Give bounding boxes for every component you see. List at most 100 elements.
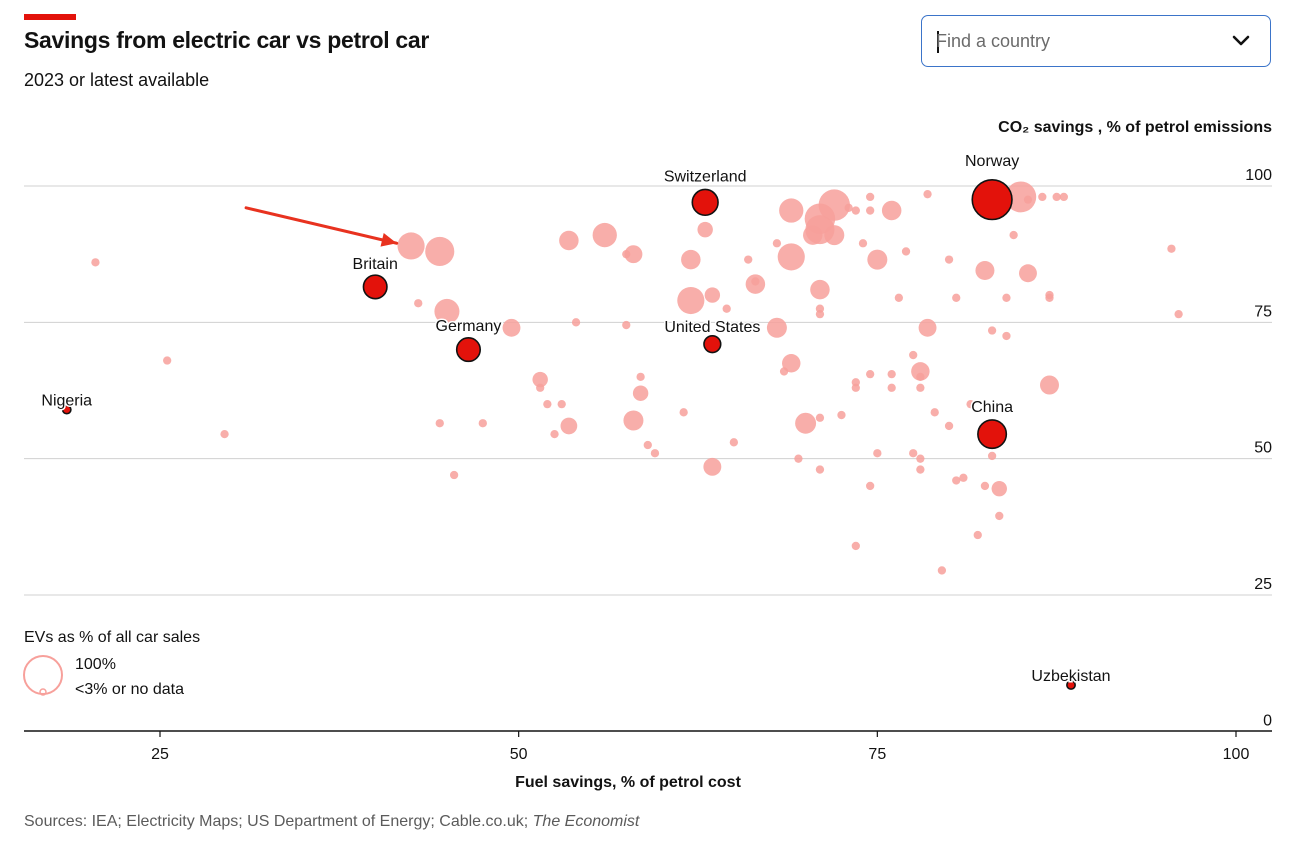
bubble-point[interactable] (815, 413, 825, 422)
bubble-point[interactable] (966, 399, 975, 409)
bubble-point[interactable] (559, 230, 579, 251)
country-search[interactable] (921, 15, 1271, 67)
bubble-point[interactable] (679, 408, 688, 417)
bubble-point[interactable] (571, 318, 581, 327)
bubble-point[interactable] (449, 470, 459, 480)
bubble-point[interactable] (592, 222, 617, 248)
bubble-point[interactable] (636, 372, 645, 382)
bubble-point[interactable] (975, 261, 995, 281)
bubble-point[interactable] (973, 530, 982, 540)
point-germany[interactable] (455, 337, 482, 363)
bubble-point[interactable] (795, 412, 817, 434)
bubble-point[interactable] (844, 203, 853, 212)
bubble-point[interactable] (729, 438, 739, 447)
bubble-point[interactable] (766, 317, 787, 338)
bubble-point[interactable] (1002, 293, 1011, 302)
bubble-point[interactable] (1059, 192, 1068, 202)
bubble-point[interactable] (851, 541, 860, 551)
bubble-point[interactable] (944, 421, 954, 431)
point-norway[interactable] (971, 178, 1013, 221)
bubble-point[interactable] (91, 258, 100, 267)
bubble-point[interactable] (722, 304, 731, 313)
point-nigeria[interactable] (61, 404, 72, 415)
bubble-point[interactable] (622, 320, 631, 330)
bubble-point[interactable] (887, 383, 896, 392)
bubble-point[interactable] (873, 449, 882, 458)
bubble-point[interactable] (923, 190, 932, 199)
bubble-point[interactable] (944, 255, 954, 264)
bubble-point[interactable] (1039, 375, 1059, 395)
bubble-point[interactable] (866, 192, 875, 202)
point-china[interactable] (977, 419, 1008, 450)
bubble-point[interactable] (744, 255, 753, 264)
bubble-point[interactable] (866, 369, 875, 379)
bubble-point[interactable] (810, 279, 830, 300)
bubble-point[interactable] (650, 449, 660, 458)
point-britain[interactable] (362, 274, 388, 300)
bubble-point[interactable] (536, 383, 545, 392)
bubble-point[interactable] (916, 372, 925, 382)
bubble-point[interactable] (980, 481, 990, 491)
bubble-point[interactable] (837, 410, 846, 420)
country-search-input[interactable] (936, 24, 1226, 58)
bubble-point[interactable] (952, 293, 961, 302)
bubble-point[interactable] (881, 200, 902, 221)
bubble-point[interactable] (560, 417, 578, 435)
bubble-point[interactable] (866, 481, 875, 491)
bubble-point[interactable] (815, 310, 825, 319)
bubble-point[interactable] (1174, 310, 1183, 319)
bubble-point[interactable] (866, 206, 875, 215)
bubble-point[interactable] (911, 362, 930, 381)
bubble-point[interactable] (930, 408, 939, 417)
bubble-point[interactable] (818, 189, 851, 221)
bubble-point[interactable] (851, 383, 860, 392)
bubble-point[interactable] (1019, 264, 1037, 283)
bubble-point[interactable] (703, 457, 722, 476)
bubble-point[interactable] (987, 451, 997, 461)
bubble-point[interactable] (543, 399, 552, 409)
bubble-point[interactable] (959, 473, 968, 482)
point-switzerland[interactable] (691, 188, 719, 217)
bubble-point[interactable] (557, 399, 566, 409)
bubble-point[interactable] (916, 383, 925, 392)
bubble-point[interactable] (478, 419, 487, 428)
bubble-point[interactable] (163, 356, 172, 365)
bubble-point[interactable] (867, 249, 888, 270)
bubble-point[interactable] (704, 287, 721, 303)
bubble-point[interactable] (794, 454, 803, 463)
bubble-point[interactable] (918, 318, 937, 337)
bubble-point[interactable] (681, 249, 701, 270)
bubble-point[interactable] (815, 465, 825, 474)
bubble-point[interactable] (995, 511, 1004, 521)
bubble-point[interactable] (414, 299, 423, 308)
bubble-point[interactable] (751, 277, 760, 286)
bubble-point[interactable] (916, 465, 925, 474)
bubble-point[interactable] (777, 243, 805, 271)
bubble-point[interactable] (435, 419, 444, 428)
bubble-point[interactable] (782, 354, 801, 373)
bubble-point[interactable] (909, 350, 918, 360)
bubble-point[interactable] (779, 198, 804, 223)
chevron-down-icon[interactable] (1230, 30, 1252, 52)
bubble-point[interactable] (550, 429, 559, 439)
bubble-point[interactable] (991, 480, 1007, 497)
bubble-point[interactable] (851, 206, 860, 215)
bubble-point[interactable] (502, 318, 521, 337)
bubble-point[interactable] (397, 232, 425, 260)
bubble-point[interactable] (909, 449, 918, 458)
bubble-point[interactable] (1045, 290, 1054, 300)
bubble-point[interactable] (425, 236, 455, 266)
bubble-point[interactable] (858, 239, 868, 248)
bubble-point[interactable] (987, 326, 997, 335)
bubble-point[interactable] (772, 239, 782, 248)
bubble-point[interactable] (887, 369, 896, 379)
bubble-point[interactable] (1038, 192, 1047, 202)
bubble-point[interactable] (937, 566, 947, 575)
bubble-point[interactable] (697, 221, 713, 238)
bubble-point[interactable] (677, 286, 705, 315)
bubble-point[interactable] (1002, 331, 1011, 341)
bubble-point[interactable] (894, 293, 904, 302)
bubble-point[interactable] (532, 371, 548, 388)
point-united-states[interactable] (703, 334, 722, 354)
bubble-point[interactable] (916, 454, 925, 463)
